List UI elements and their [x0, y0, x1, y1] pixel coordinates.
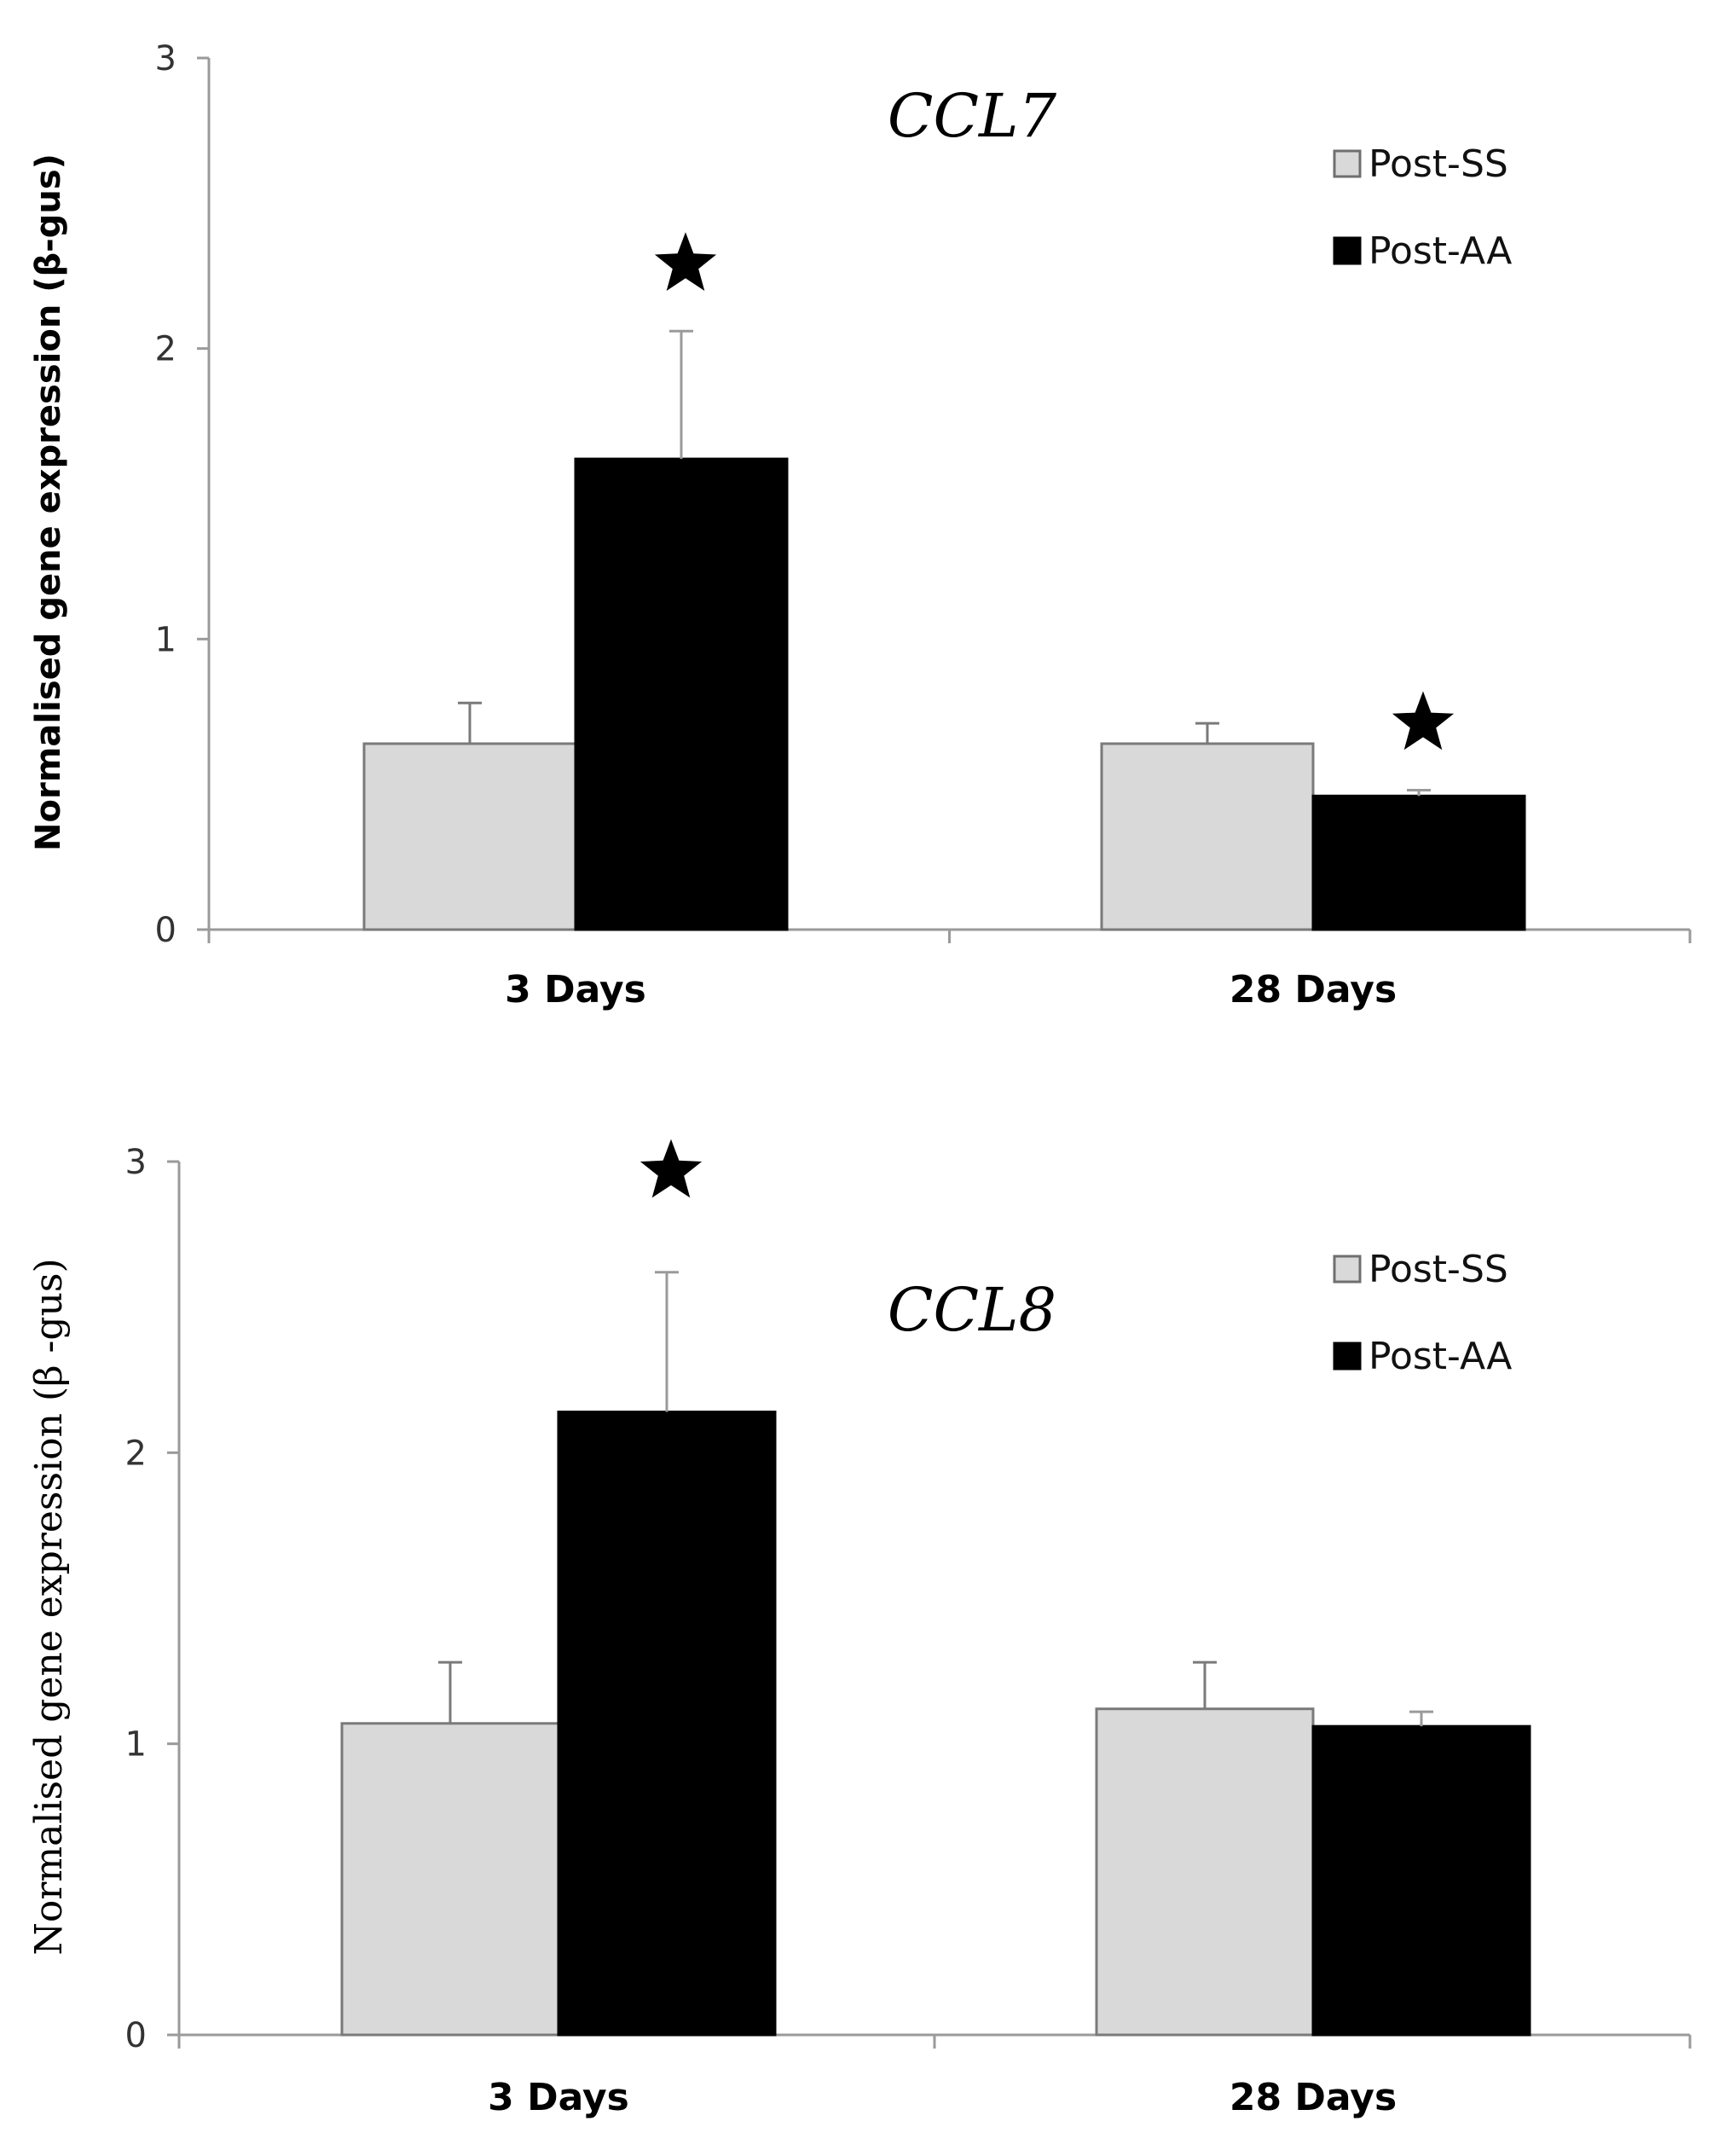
y-tick-label: 2 [155, 330, 176, 369]
legend-label: Post-SS [1369, 1248, 1508, 1291]
chart-title: CCL7 [888, 81, 1057, 151]
significance-star-icon [1392, 691, 1455, 751]
significance-star-icon [654, 232, 717, 291]
significance-star-icon [639, 1139, 703, 1198]
bar-post-aa-3-days [557, 1411, 777, 2037]
y-axis-label: Normalised gene expression (β-gus) [29, 154, 68, 851]
legend-swatch-post-ss [1333, 1255, 1362, 1284]
bar-post-ss-28-days [1100, 742, 1315, 931]
bar-post-aa-3-days [574, 457, 789, 931]
legend-swatch-post-ss [1333, 149, 1362, 178]
category-label: 28 Days [1230, 968, 1397, 1011]
bar-post-ss-3-days [340, 1722, 560, 2037]
chart-title: CCL8 [888, 1275, 1056, 1345]
category-label: 3 Days [488, 2076, 629, 2119]
legend-label: Post-AA [1369, 1335, 1512, 1378]
y-tick-label: 3 [125, 1143, 147, 1182]
bar-post-ss-3-days [362, 742, 577, 931]
bar-post-ss-28-days [1095, 1707, 1315, 2037]
legend-swatch-post-aa [1333, 236, 1362, 265]
bar-post-aa-28-days [1311, 794, 1526, 931]
category-label: 3 Days [505, 968, 646, 1011]
y-tick-label: 0 [155, 911, 176, 950]
legend-swatch-post-aa [1333, 1342, 1362, 1371]
y-tick-label: 1 [125, 1725, 147, 1765]
y-axis-label: Normalised gene expression (β -gus) [27, 1258, 71, 1955]
legend-label: Post-AA [1369, 229, 1512, 273]
bar-post-aa-28-days [1311, 1724, 1531, 2037]
y-tick-label: 3 [155, 39, 176, 78]
y-tick-label: 2 [125, 1434, 147, 1473]
legend-label: Post-SS [1369, 142, 1508, 186]
y-tick-label: 0 [125, 2016, 147, 2055]
category-label: 28 Days [1230, 2076, 1397, 2119]
chart-ccl8: 0 1 2 3 3 Days 28 Days CCL8 Normalised gene exp… [27, 1139, 1692, 2119]
chart-ccl7: 0 1 2 3 3 Days 28 Days CCL7 Normalised gene exp… [29, 39, 1692, 1011]
y-tick-label: 1 [155, 620, 176, 659]
